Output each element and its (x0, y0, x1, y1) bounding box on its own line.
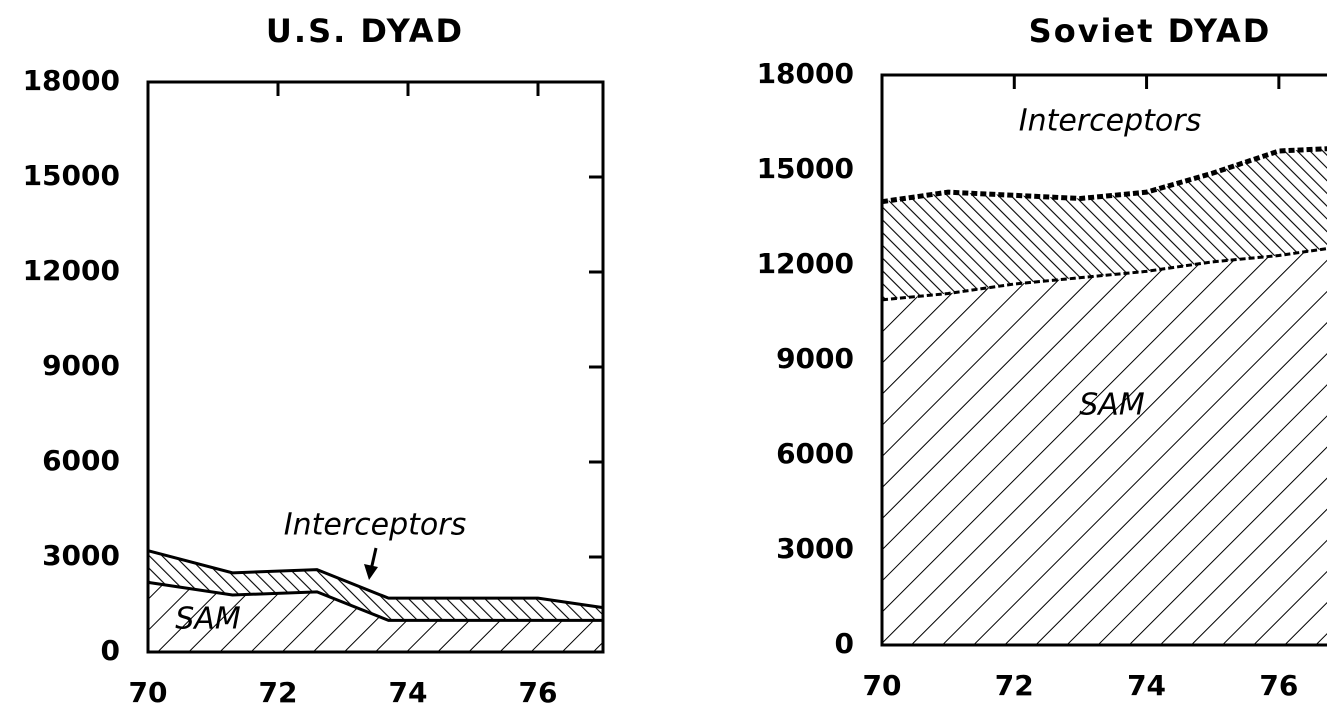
area (882, 248, 1327, 645)
x-tick-label: 70 (129, 676, 168, 709)
area-edge (147, 549, 604, 610)
x-tick-label: 76 (519, 676, 558, 709)
y-tick-label: 9000 (42, 349, 120, 382)
series-label: Interceptors (1019, 104, 1202, 139)
y-tick-label: 6000 (42, 444, 120, 477)
x-tick-label: 70 (863, 669, 902, 702)
y-tick-label: 3000 (776, 532, 854, 565)
y-tick-label: 15000 (757, 152, 854, 185)
x-tick-label: 76 (1259, 669, 1298, 702)
series-label: Interceptors (284, 508, 467, 543)
chart-title: Soviet DYAD (1029, 12, 1272, 50)
series-label: SAM (1079, 388, 1145, 423)
plot-frame (880, 73, 1327, 647)
y-tick-label: 0 (835, 627, 854, 660)
x-tick-label: 72 (259, 676, 298, 709)
y-tick-label: 0 (101, 634, 120, 667)
area-edge (881, 146, 1327, 205)
x-tick-label: 74 (389, 676, 428, 709)
series-label: SAM (175, 602, 241, 637)
y-tick-label: 3000 (42, 539, 120, 572)
area (882, 148, 1327, 300)
y-tick-label: 15000 (23, 159, 120, 192)
y-tick-label: 12000 (23, 254, 120, 287)
y-tick-label: 6000 (776, 437, 854, 470)
y-tick-label: 9000 (776, 342, 854, 375)
y-tick-label: 12000 (757, 247, 854, 280)
arrow-head (364, 564, 378, 580)
y-tick-label: 18000 (757, 57, 854, 90)
x-tick-label: 74 (1127, 669, 1166, 702)
area (148, 582, 603, 652)
x-tick-label: 72 (995, 669, 1034, 702)
area (148, 550, 603, 621)
chart-title: U.S. DYAD (266, 12, 464, 50)
y-tick-label: 18000 (23, 64, 120, 97)
